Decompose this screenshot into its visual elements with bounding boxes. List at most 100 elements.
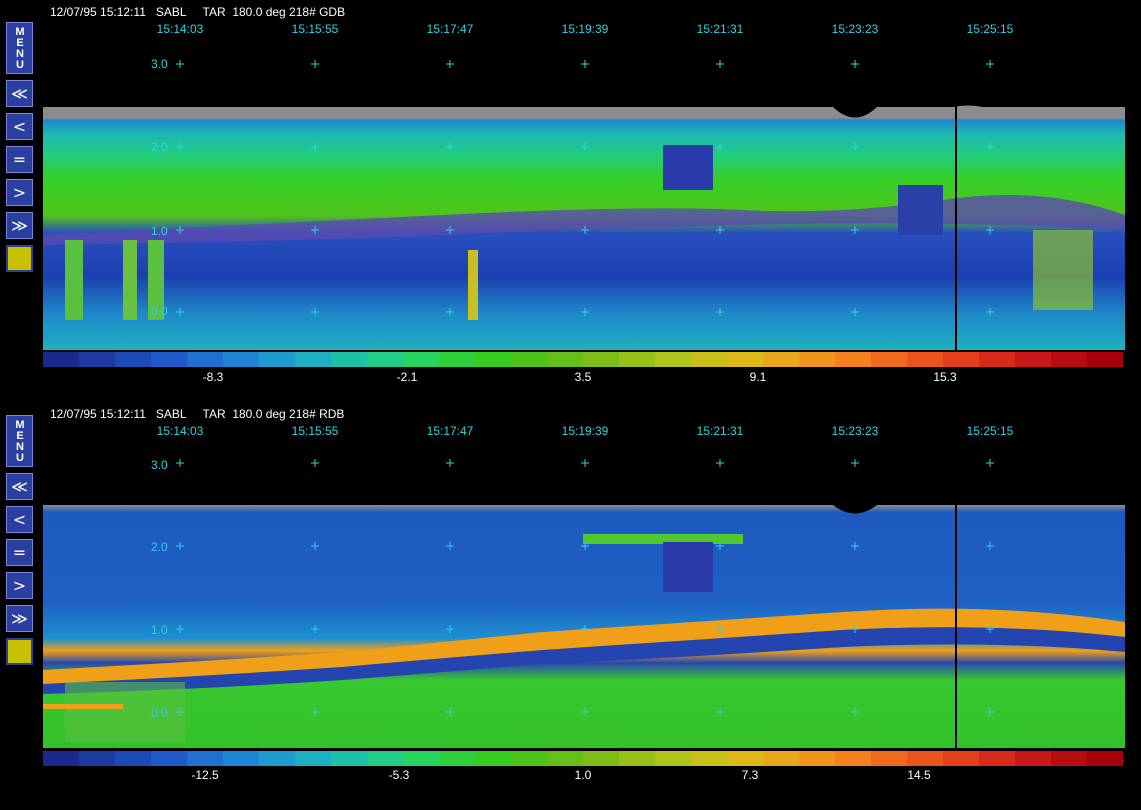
menu-button[interactable]: MENU bbox=[6, 415, 33, 467]
prev-page-button[interactable]: < bbox=[6, 506, 33, 533]
time-label: 15:17:47 bbox=[426, 424, 474, 438]
last-page-button[interactable]: ≫ bbox=[6, 605, 33, 632]
colorbar-swatch bbox=[943, 352, 979, 367]
colorbar-swatch bbox=[907, 352, 943, 367]
echogram-plot: 3.0 2.0 1.0 0.0 bbox=[43, 442, 1125, 748]
colorbar-swatch bbox=[439, 352, 475, 367]
colorbar-swatch bbox=[403, 751, 439, 766]
panel-rdb: 12/07/95 15:12:11 SABL TAR 180.0 deg 218… bbox=[0, 402, 1141, 807]
colorbar-swatch bbox=[115, 352, 151, 367]
colorbar-swatch bbox=[223, 352, 259, 367]
colorbar-swatch bbox=[763, 352, 799, 367]
colorbar-swatch bbox=[619, 352, 655, 367]
time-label: 15:19:39 bbox=[561, 424, 609, 438]
colorbar-swatch bbox=[439, 751, 475, 766]
first-page-button[interactable]: ≪ bbox=[6, 80, 33, 107]
depth-ticks: 3.0 2.0 1.0 0.0 bbox=[151, 57, 168, 318]
time-label: 15:19:39 bbox=[561, 22, 609, 36]
colorbar-swatch bbox=[403, 352, 439, 367]
colorbar-swatch bbox=[907, 751, 943, 766]
colorbar-swatch bbox=[151, 751, 187, 766]
colorbar bbox=[43, 751, 1123, 766]
colorbar-swatch bbox=[547, 352, 583, 367]
time-label: 15:25:15 bbox=[966, 424, 1014, 438]
colorbar-swatch bbox=[547, 751, 583, 766]
time-label: 15:14:03 bbox=[156, 22, 204, 36]
panel-header: 12/07/95 15:12:11 SABL TAR 180.0 deg 218… bbox=[50, 407, 345, 421]
colorbar-swatch bbox=[727, 751, 763, 766]
colorbar-swatch bbox=[79, 751, 115, 766]
colorbar-swatch bbox=[583, 751, 619, 766]
last-page-button[interactable]: ≫ bbox=[6, 212, 33, 239]
depth-label: 2.0 bbox=[151, 140, 168, 154]
time-label: 15:21:31 bbox=[696, 424, 744, 438]
colorbar-swatch bbox=[691, 352, 727, 367]
colorbar-swatch bbox=[475, 751, 511, 766]
colorbar-swatch bbox=[763, 751, 799, 766]
colorbar-swatch bbox=[115, 751, 151, 766]
colorbar-label: 15.3 bbox=[933, 370, 957, 384]
equal-button[interactable]: = bbox=[6, 146, 33, 173]
colorbar-swatch bbox=[1015, 751, 1051, 766]
depth-label: 0.0 bbox=[151, 304, 168, 318]
color-swatch-button[interactable] bbox=[6, 245, 33, 272]
colorbar-swatch bbox=[979, 352, 1015, 367]
time-label: 15:17:47 bbox=[426, 22, 474, 36]
colorbar-swatch bbox=[43, 751, 79, 766]
prev-page-button[interactable]: < bbox=[6, 113, 33, 140]
menu-button[interactable]: MENU bbox=[6, 22, 33, 74]
next-page-button[interactable]: > bbox=[6, 572, 33, 599]
menu-label: MENU bbox=[14, 26, 26, 70]
colorbar-swatch bbox=[619, 751, 655, 766]
colorbar-labels: -8.3 -2.1 3.5 9.1 15.3 bbox=[43, 370, 1123, 384]
colorbar-swatch bbox=[511, 352, 547, 367]
colorbar-swatch bbox=[691, 751, 727, 766]
colorbar-label: 14.5 bbox=[907, 768, 931, 782]
colorbar-label: 3.5 bbox=[574, 370, 592, 384]
time-axis: 15:14:03 15:15:55 15:17:47 15:19:39 15:2… bbox=[0, 424, 1141, 438]
colorbar-swatch bbox=[583, 352, 619, 367]
colorbar-swatch bbox=[655, 352, 691, 367]
colorbar-swatch bbox=[295, 352, 331, 367]
colorbar-swatch bbox=[979, 751, 1015, 766]
depth-ticks: 3.0 2.0 1.0 0.0 bbox=[151, 458, 168, 720]
colorbar-swatch bbox=[367, 352, 403, 367]
colorbar-swatch bbox=[259, 751, 295, 766]
colorbar-swatch bbox=[655, 751, 691, 766]
colorbar-swatch bbox=[1087, 352, 1123, 367]
colorbar-swatch bbox=[367, 751, 403, 766]
colorbar-labels: -12.5 -5.3 1.0 7.3 14.5 bbox=[43, 768, 1123, 782]
colorbar-swatch bbox=[295, 751, 331, 766]
colorbar-swatch bbox=[1051, 352, 1087, 367]
panel-gdb: 12/07/95 15:12:11 SABL TAR 180.0 deg 218… bbox=[0, 5, 1141, 384]
colorbar-swatch bbox=[331, 751, 367, 766]
colorbar-label: 1.0 bbox=[574, 768, 592, 782]
colorbar-swatch bbox=[79, 352, 115, 367]
time-label: 15:25:15 bbox=[966, 22, 1014, 36]
colorbar-swatch bbox=[1015, 352, 1051, 367]
next-page-button[interactable]: > bbox=[6, 179, 33, 206]
colorbar-swatch bbox=[835, 352, 871, 367]
colorbar-label: -5.3 bbox=[388, 768, 410, 782]
colorbar-swatch bbox=[835, 751, 871, 766]
colorbar-swatch bbox=[223, 751, 259, 766]
time-label: 15:15:55 bbox=[291, 424, 339, 438]
colorbar-swatch bbox=[943, 751, 979, 766]
colorbar-swatch bbox=[475, 352, 511, 367]
echogram-plot: 3.0 2.0 1.0 0.0 bbox=[43, 40, 1125, 350]
colorbar-swatch bbox=[43, 352, 79, 367]
panel-header: 12/07/95 15:12:11 SABL TAR 180.0 deg 218… bbox=[50, 5, 346, 19]
colorbar-label: -12.5 bbox=[191, 768, 219, 782]
colorbar-label: 9.1 bbox=[749, 370, 767, 384]
depth-label: 3.0 bbox=[151, 57, 168, 71]
color-swatch-button[interactable] bbox=[6, 638, 33, 665]
depth-label: 1.0 bbox=[151, 224, 168, 238]
time-label: 15:21:31 bbox=[696, 22, 744, 36]
equal-button[interactable]: = bbox=[6, 539, 33, 566]
colorbar-swatch bbox=[727, 352, 763, 367]
time-axis: 15:14:03 15:15:55 15:17:47 15:19:39 15:2… bbox=[0, 22, 1141, 36]
colorbar-swatch bbox=[187, 352, 223, 367]
first-page-button[interactable]: ≪ bbox=[6, 473, 33, 500]
colorbar-swatch bbox=[1051, 751, 1087, 766]
time-label: 15:14:03 bbox=[156, 424, 204, 438]
